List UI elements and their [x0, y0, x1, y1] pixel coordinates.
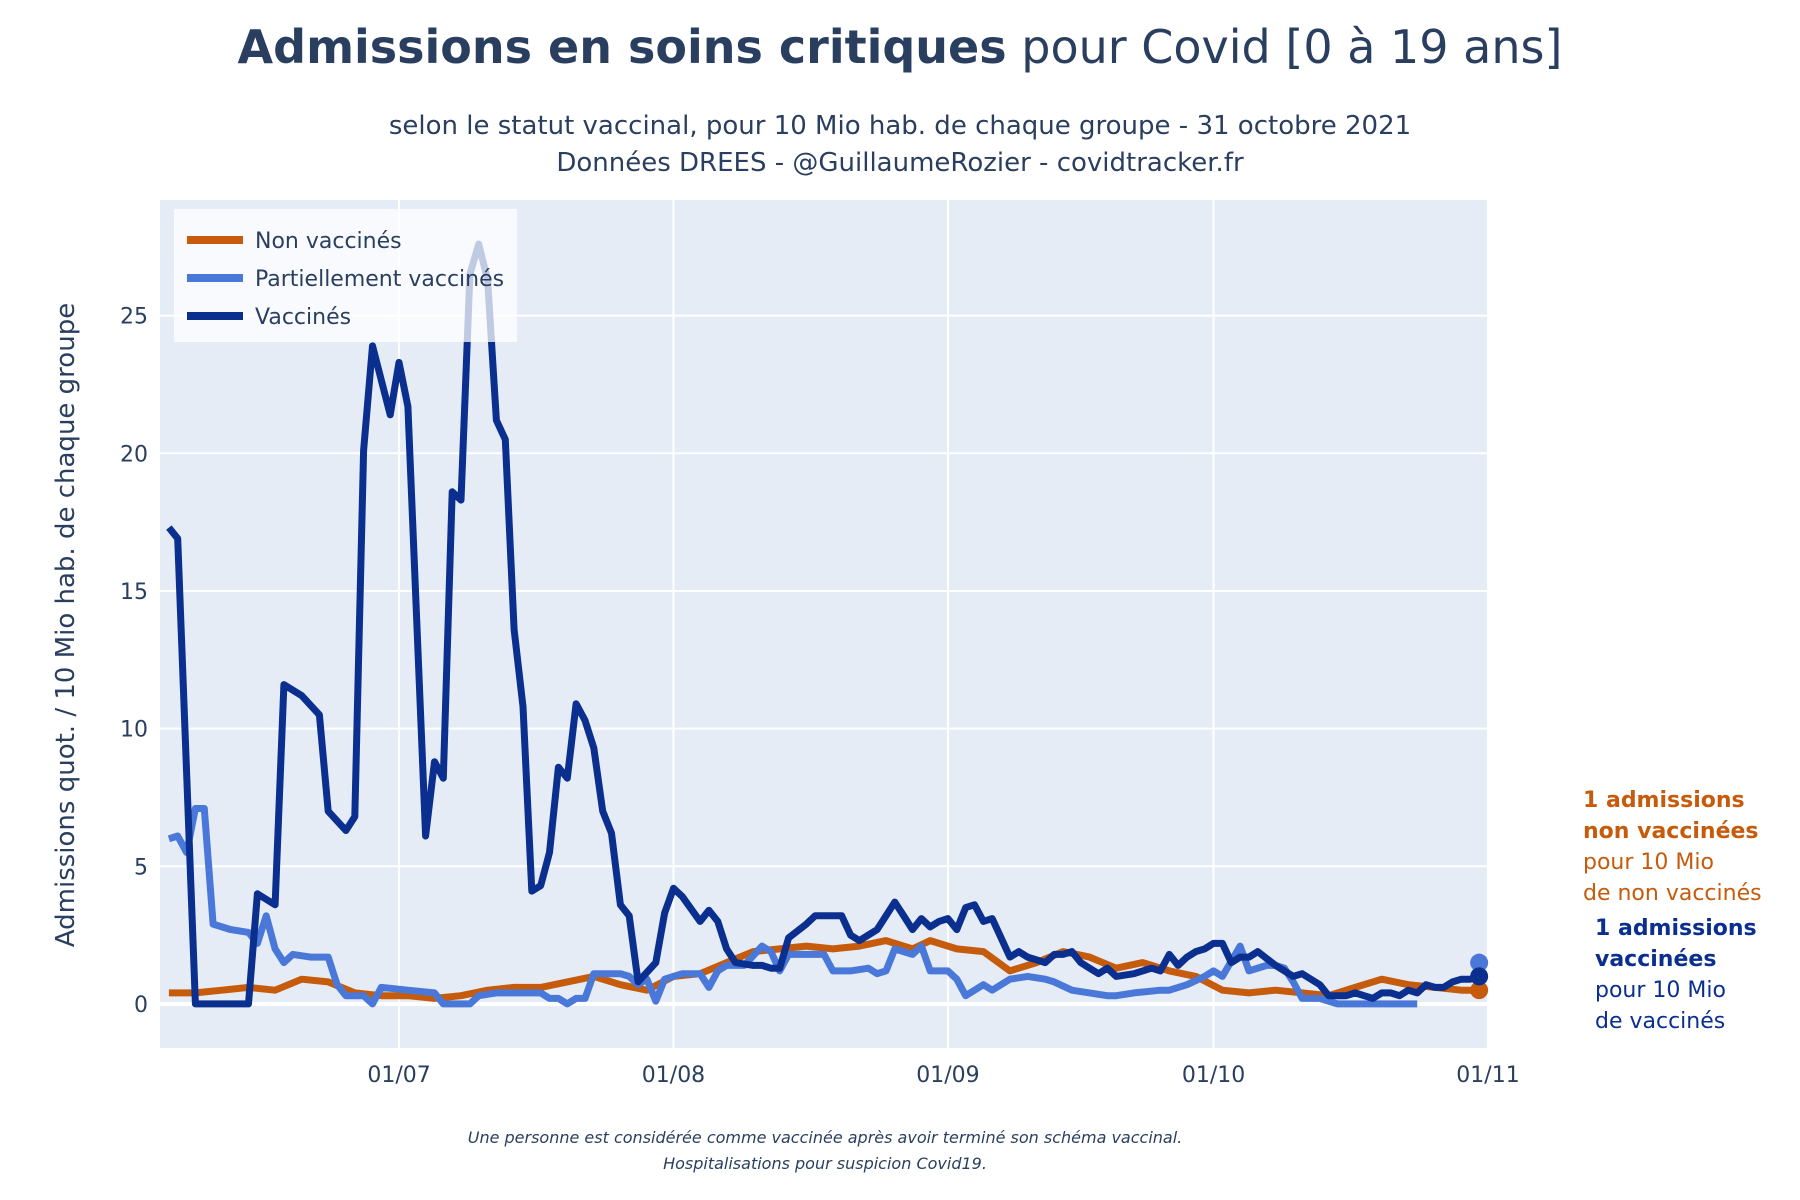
footnote-line-1: Une personne est considérée comme vaccin…	[467, 1128, 1183, 1147]
legend: Non vaccinés Partiellement vaccinés Vaccin…	[174, 209, 517, 342]
chart-title-rest: pour Covid [0 à 19 ans]	[1006, 20, 1563, 74]
annotation-vaccines-line-3: pour 10 Mio	[1595, 978, 1726, 1003]
annotation-non-vaccines-line-1: 1 admissions	[1583, 788, 1745, 813]
chart-subtitle: selon le statut vaccinal, pour 10 Mio ha…	[0, 108, 1800, 182]
annotation-non-vaccines-line-4: de non vaccinés	[1583, 881, 1762, 906]
legend-label-partiellement-vaccines: Partiellement vaccinés	[255, 267, 504, 292]
annotation-vaccines: 1 admissions vaccinées pour 10 Mio de va…	[1595, 913, 1757, 1037]
x-tick-label: 01/11	[1456, 1063, 1519, 1088]
y-tick-label: 10	[120, 718, 148, 743]
x-tick-label: 01/09	[916, 1063, 979, 1088]
annotation-non-vaccines-line-3: pour 10 Mio	[1583, 850, 1714, 875]
chart-title: Admissions en soins critiques pour Covid…	[0, 20, 1800, 74]
y-tick-labels: 0 5 10 15 20 25	[120, 305, 148, 1018]
y-tick-label: 20	[120, 442, 148, 467]
y-tick-label: 0	[134, 993, 148, 1018]
series-layer	[166, 240, 1489, 1008]
y-axis-title: Admissions quot. / 10 Mio hab. de chaque…	[51, 303, 81, 947]
legend-label-vaccines: Vaccinés	[255, 305, 351, 330]
series-line-non-vaccines	[168, 937, 1480, 1002]
y-tick-label: 15	[120, 580, 148, 605]
footnote: Une personne est considérée comme vaccin…	[0, 1125, 1650, 1177]
annotation-vaccines-line-4: de vaccinés	[1595, 1009, 1726, 1034]
end-marker-partiellement-vaccines	[1470, 953, 1489, 972]
footnote-line-2: Hospitalisations pour suspicion Covid19.	[663, 1154, 987, 1173]
annotation-non-vaccines-line-2: non vaccinées	[1583, 819, 1759, 844]
series-line-vaccines	[166, 240, 1481, 1008]
end-marker-vaccines	[1470, 967, 1489, 986]
annotation-vaccines-line-2: vaccinées	[1595, 947, 1717, 972]
annotation-vaccines-line-1: 1 admissions	[1595, 916, 1757, 941]
x-tick-label: 01/07	[367, 1063, 430, 1088]
chart-title-bold: Admissions en soins critiques	[237, 20, 1007, 74]
legend-label-non-vaccines: Non vaccinés	[255, 229, 402, 254]
end-marker-non-vaccines	[1470, 981, 1489, 1000]
y-tick-label: 5	[134, 855, 148, 880]
x-tick-labels: 01/07 01/08 01/09 01/10 01/11	[367, 1063, 1519, 1088]
annotation-non-vaccines: 1 admissions non vaccinées pour 10 Mio d…	[1583, 785, 1762, 909]
series-line-partiellement-vaccines	[167, 805, 1418, 1008]
subtitle-line-1: selon le statut vaccinal, pour 10 Mio ha…	[388, 111, 1412, 141]
x-tick-label: 01/08	[642, 1063, 705, 1088]
x-tick-label: 01/10	[1182, 1063, 1245, 1088]
y-tick-label: 25	[120, 305, 148, 330]
subtitle-line-2: Données DREES - @GuillaumeRozier - covid…	[556, 148, 1244, 178]
